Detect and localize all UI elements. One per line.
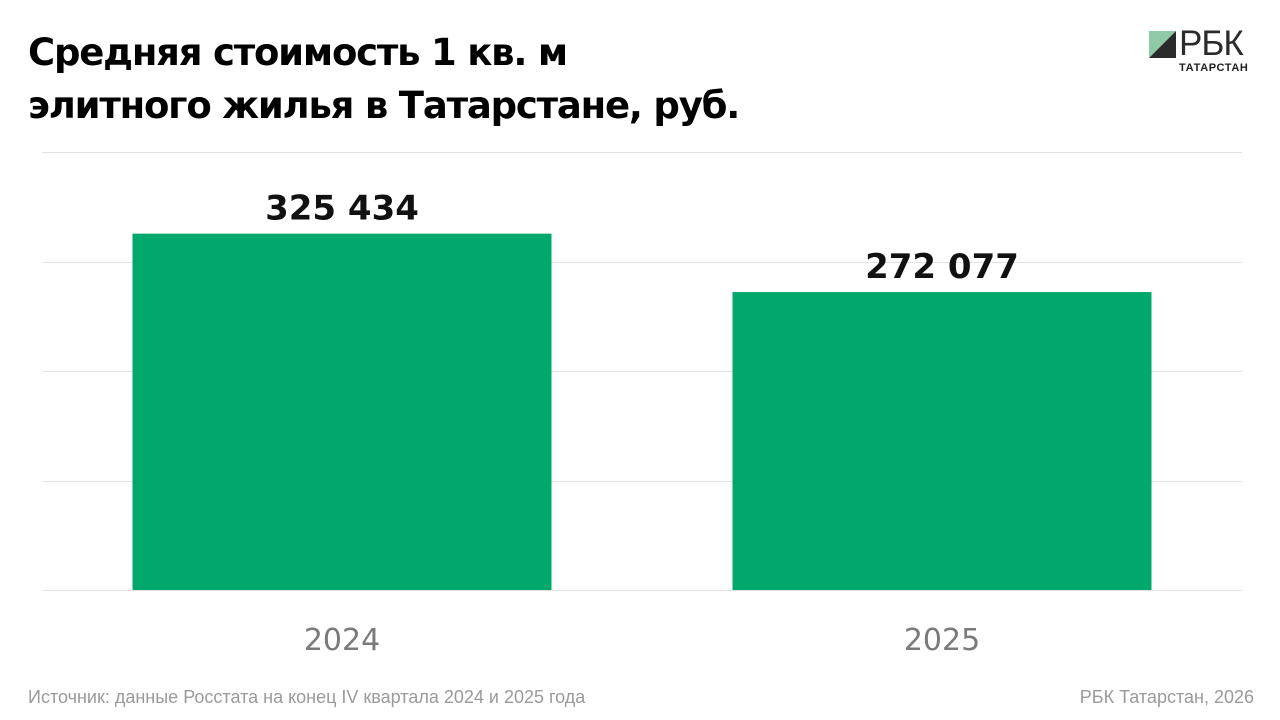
bars (132, 233, 1152, 590)
source-note: Источник: данные Росстата на конец IV кв… (28, 687, 586, 707)
value-label-2024: 325 434 (265, 189, 419, 229)
value-label-2025: 272 077 (865, 247, 1019, 287)
bar-2025 (732, 292, 1152, 590)
logo-region: ТАТАРСТАН (1179, 62, 1249, 74)
credit-note: РБК Татарстан, 2026 (1079, 687, 1254, 707)
x-tick-label-2025: 2025 (904, 623, 980, 658)
value-labels: 325 434 272 077 (265, 189, 1019, 287)
bar-2024 (132, 233, 552, 590)
logo-wordmark: РБК (1179, 24, 1244, 63)
x-axis-tick-labels: 2024 2025 (304, 623, 980, 658)
rbc-logo-mark-icon (1149, 31, 1176, 58)
chart-title-line-1: Средняя стоимость 1 кв. м (28, 31, 568, 74)
rbc-tatarstan-logo: РБК ТАТАРСТАН (1149, 24, 1259, 80)
chart-title: Средняя стоимость 1 кв. м элитного жилья… (28, 26, 1088, 132)
chart-title-line-2: элитного жилья в Татарстане, руб. (28, 84, 740, 127)
x-tick-label-2024: 2024 (304, 623, 380, 658)
